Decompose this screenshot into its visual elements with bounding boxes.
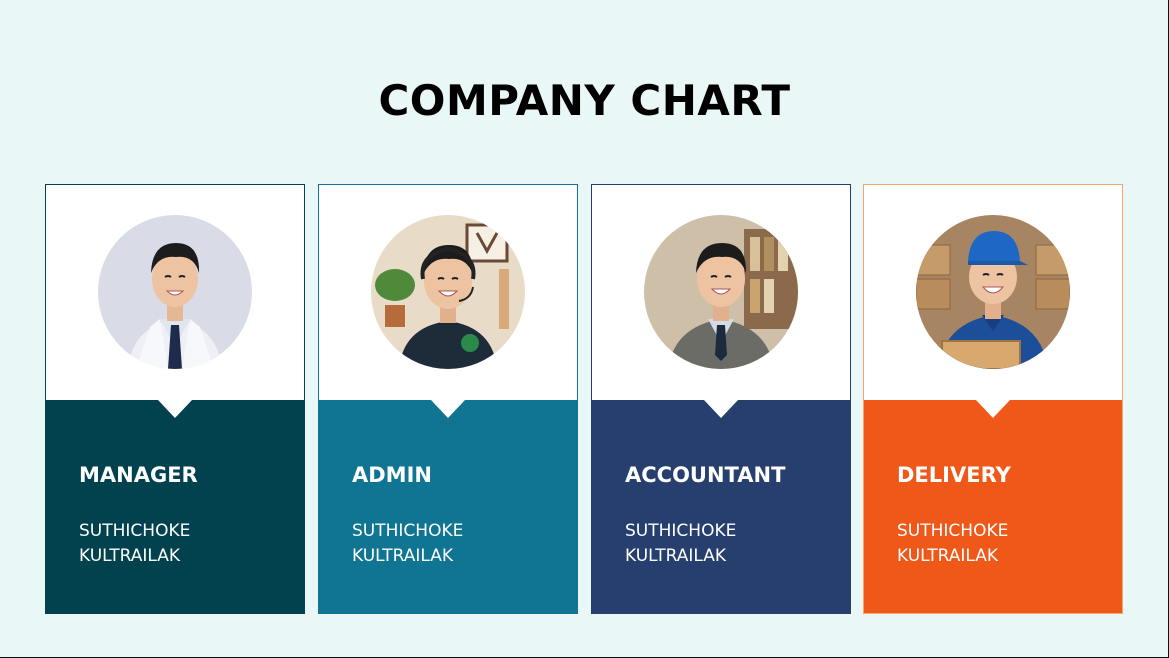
card-photo-area [46, 185, 304, 400]
card-photo-area [592, 185, 850, 400]
card-photo-area [864, 185, 1122, 400]
card-info-panel: ADMIN SUTHICHOKE KULTRAILAK [319, 400, 577, 613]
role-title: MANAGER [79, 463, 198, 487]
pointer-notch-icon [704, 400, 738, 418]
role-title: DELIVERY [897, 463, 1011, 487]
person-first-name: SUTHICHOKE [79, 521, 191, 541]
person-name: SUTHICHOKE KULTRAILAK [79, 519, 190, 569]
pointer-notch-icon [976, 400, 1010, 418]
pointer-notch-icon [431, 400, 465, 418]
person-name: SUTHICHOKE KULTRAILAK [625, 519, 736, 569]
card-photo-area [319, 185, 577, 400]
accountant-portrait-photo [644, 215, 798, 369]
role-title: ADMIN [352, 463, 432, 487]
org-card-admin: ADMIN SUTHICHOKE KULTRAILAK [318, 184, 578, 614]
person-first-name: SUTHICHOKE [352, 521, 464, 541]
person-name: SUTHICHOKE KULTRAILAK [897, 519, 1008, 569]
person-first-name: SUTHICHOKE [897, 521, 1009, 541]
person-last-name: KULTRAILAK [625, 546, 727, 566]
org-card-manager: MANAGER SUTHICHOKE KULTRAILAK [45, 184, 305, 614]
person-last-name: KULTRAILAK [352, 546, 454, 566]
person-last-name: KULTRAILAK [79, 546, 181, 566]
card-info-panel: DELIVERY SUTHICHOKE KULTRAILAK [864, 400, 1122, 613]
person-last-name: KULTRAILAK [897, 546, 999, 566]
card-info-panel: MANAGER SUTHICHOKE KULTRAILAK [46, 400, 304, 613]
delivery-portrait-photo [916, 215, 1070, 369]
org-card-delivery: DELIVERY SUTHICHOKE KULTRAILAK [863, 184, 1123, 614]
manager-portrait-photo [98, 215, 252, 369]
admin-portrait-photo [371, 215, 525, 369]
person-name: SUTHICHOKE KULTRAILAK [352, 519, 463, 569]
card-info-panel: ACCOUNTANT SUTHICHOKE KULTRAILAK [592, 400, 850, 613]
pointer-notch-icon [158, 400, 192, 418]
role-title: ACCOUNTANT [625, 463, 786, 487]
person-first-name: SUTHICHOKE [625, 521, 737, 541]
page-title: COMPANY CHART [378, 76, 791, 125]
org-card-accountant: ACCOUNTANT SUTHICHOKE KULTRAILAK [591, 184, 851, 614]
